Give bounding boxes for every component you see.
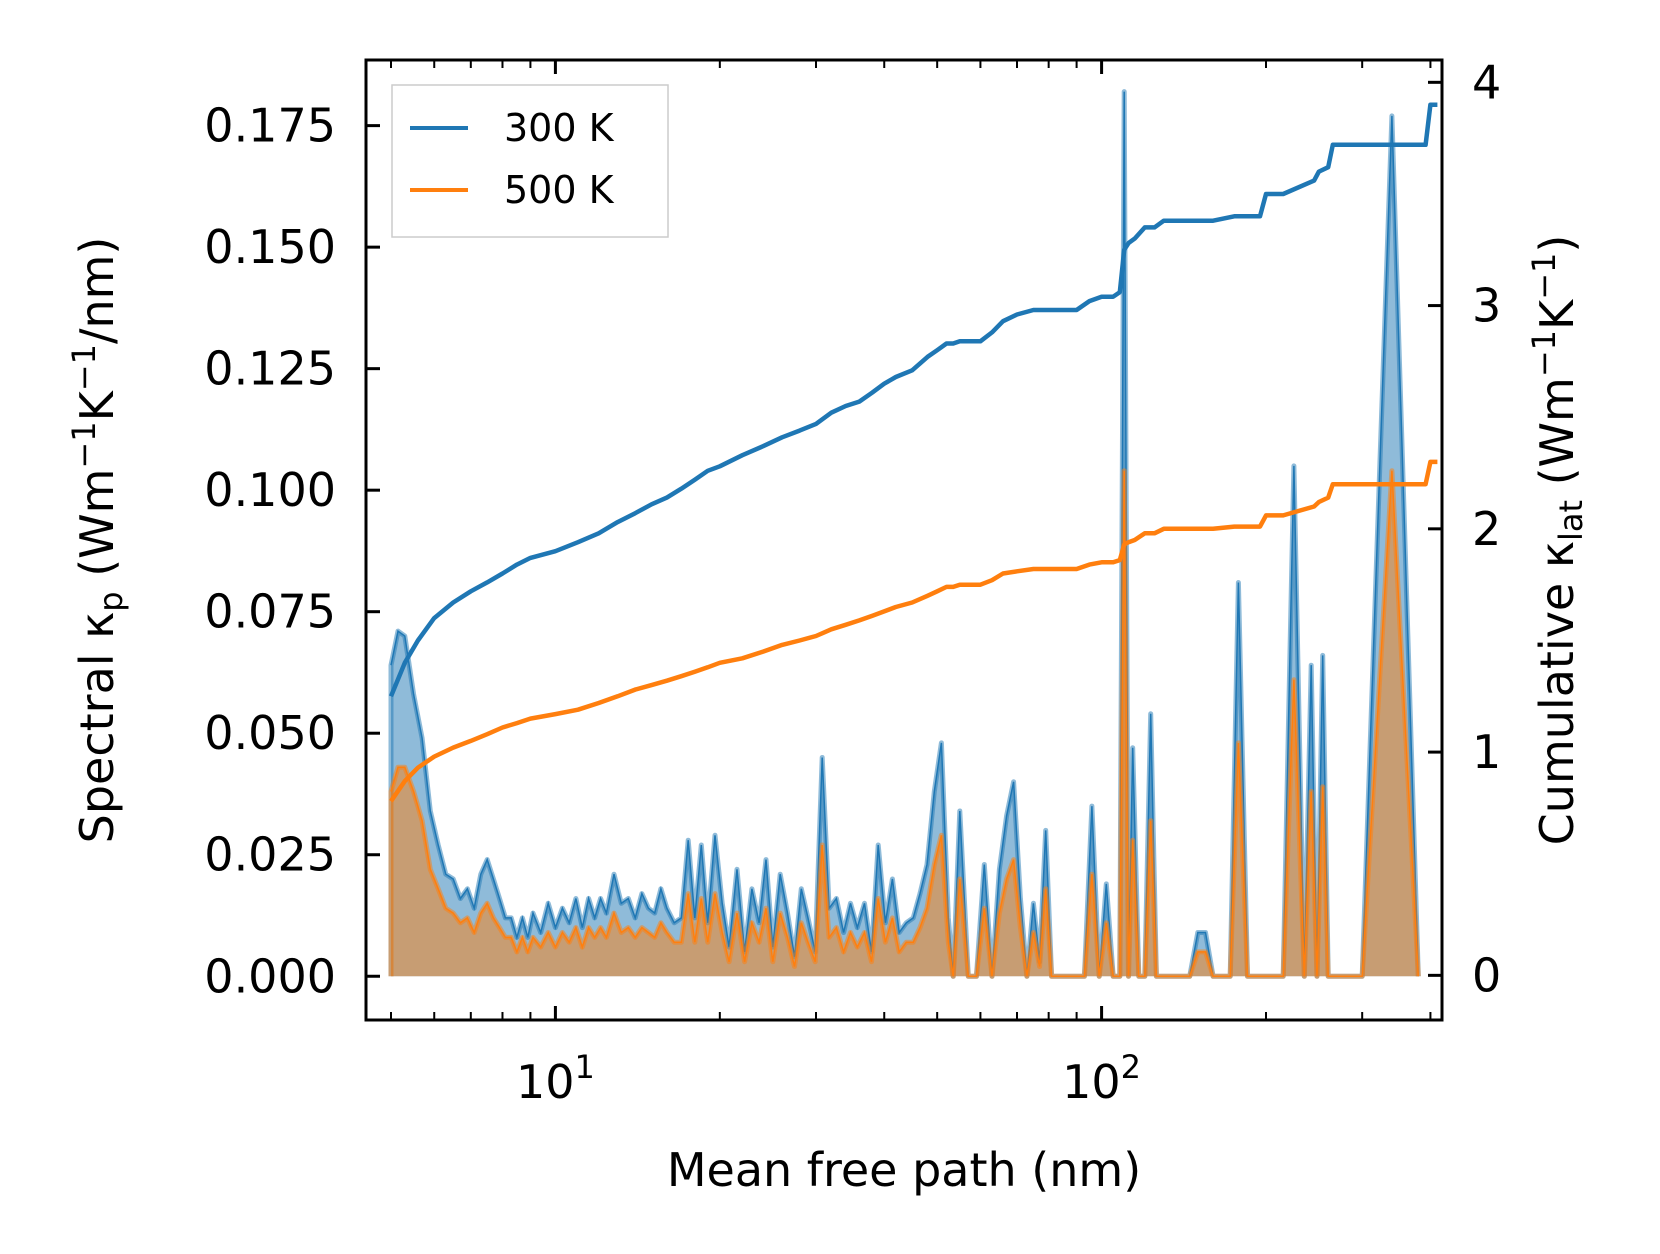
left-tick-label: 0.175	[204, 99, 336, 153]
x-tick-label-base: 10	[516, 1055, 575, 1109]
x-tick-label-exponent: 1	[575, 1048, 595, 1086]
spectral-fills	[388, 89, 1421, 979]
left-tick-label: 0.025	[204, 828, 336, 882]
plot-frame	[364, 58, 1444, 1022]
right-tick-label: 2	[1472, 502, 1501, 556]
legend: 300 K 500 K	[391, 84, 669, 238]
right-axis-label: Cumulative κlat (Wm−1K−1)	[1525, 235, 1590, 846]
right-tick-label: 3	[1472, 279, 1501, 333]
x-axis-label: Mean free path (nm)	[667, 1143, 1141, 1197]
right-tick-label: 1	[1472, 725, 1501, 779]
x-tick-label: 102	[1062, 1048, 1141, 1109]
legend-box	[391, 84, 669, 238]
tick-labels: 0.000 0.025 0.050 0.075 0.100 0.125 0.150 0.175…	[204, 55, 1501, 1109]
left-tick-label: 0.000	[204, 949, 336, 1003]
left-tick-label: 0.150	[204, 220, 336, 274]
cumulative-line-1	[389, 459, 1438, 803]
spectral-line-0	[390, 91, 1420, 978]
cumulative-lines	[388, 102, 1438, 803]
x-tick-label-exponent: 2	[1121, 1048, 1141, 1086]
left-tick-label: 0.100	[204, 463, 336, 517]
right-tick-label: 0	[1472, 948, 1501, 1002]
left-tick-label: 0.125	[204, 342, 336, 396]
left-tick-label: 0.050	[204, 706, 336, 760]
left-axis-label: Spectral κp (Wm−1K−1/nm)	[65, 237, 130, 844]
left-tick-label: 0.075	[204, 585, 336, 639]
right-tick-label: 4	[1472, 55, 1501, 109]
cumulative-line-0	[388, 102, 1438, 698]
legend-label-500k: 500 K	[504, 168, 615, 212]
x-tick-label-base: 10	[1062, 1055, 1121, 1109]
spectral-line-1	[390, 470, 1420, 978]
legend-label-300k: 300 K	[504, 106, 615, 150]
x-tick-label: 101	[516, 1048, 595, 1109]
